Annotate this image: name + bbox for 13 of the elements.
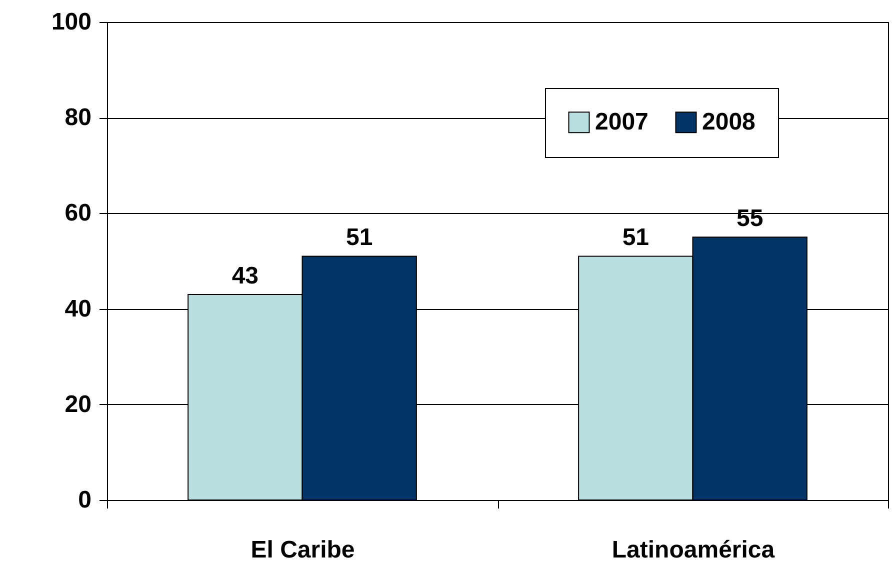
y-tick-label: 80: [64, 104, 92, 132]
y-tick-label: 100: [51, 8, 92, 36]
legend-label: 2008: [702, 108, 756, 136]
y-tick-label: 60: [64, 200, 92, 227]
x-tick-label: Latinoamérica: [612, 536, 776, 564]
y-tick-label: 40: [64, 295, 92, 322]
data-label: 51: [622, 224, 650, 252]
data-label: 51: [346, 224, 373, 252]
legend-label: 2007: [595, 108, 648, 136]
y-tick-label: 0: [78, 486, 92, 514]
data-label: 43: [232, 262, 259, 290]
y-tick-label: 20: [64, 390, 92, 418]
x-tick-label: El Caribe: [250, 536, 355, 564]
